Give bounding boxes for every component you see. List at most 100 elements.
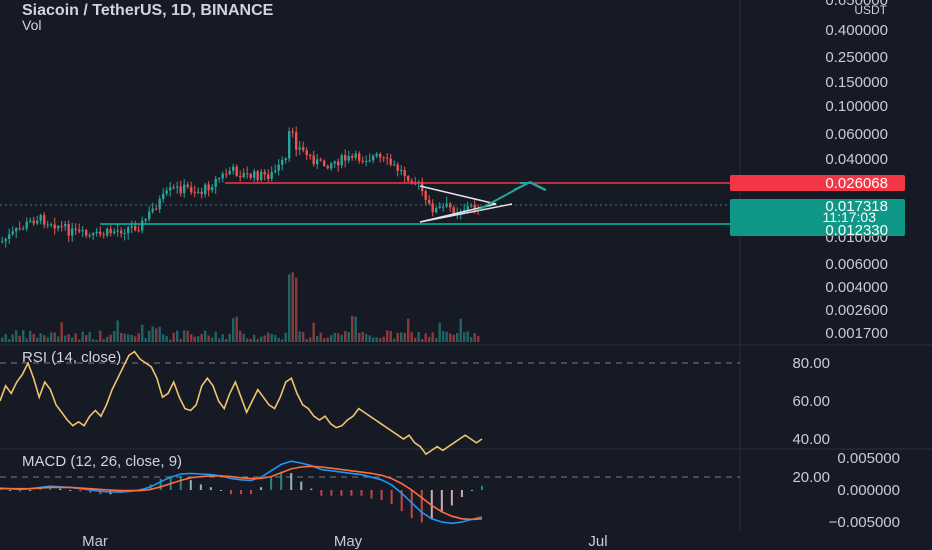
candle [218, 178, 221, 180]
volume-bar [466, 331, 469, 342]
candle [431, 203, 434, 213]
time-axis-label: Jul [588, 533, 607, 550]
macd-histogram-bar [199, 484, 202, 490]
candle [263, 171, 266, 175]
macd-histogram-bar [159, 478, 162, 490]
macd-histogram-bar [179, 475, 182, 490]
candle [71, 228, 74, 236]
candle [186, 184, 189, 187]
candle [284, 158, 287, 161]
macd-histogram-bar [340, 490, 343, 496]
volume-bar [452, 334, 455, 342]
macd-histogram-bar [79, 490, 82, 492]
candle [200, 191, 203, 195]
candle [1, 241, 4, 243]
candle [354, 153, 357, 158]
candle [277, 164, 280, 171]
volume-bar [99, 330, 102, 342]
volume-bar [127, 334, 130, 342]
price-axis-label: 0.060000 [825, 126, 888, 143]
volume-bar [53, 332, 56, 342]
volume-bar [60, 322, 63, 342]
candle [466, 206, 469, 211]
candle [256, 171, 259, 180]
candle [39, 215, 42, 221]
macd-histogram-bar [370, 490, 373, 499]
macd-histogram-bar [280, 471, 283, 490]
candle [74, 228, 77, 230]
candle [172, 187, 175, 189]
rsi-axis-label: 20.00 [792, 469, 830, 486]
volume-bar [288, 274, 291, 342]
volume-bar [141, 324, 144, 342]
volume-bar [435, 338, 438, 342]
volume-bar [270, 333, 273, 342]
volume-bar [323, 338, 326, 342]
volume-bar [78, 339, 81, 342]
candle [414, 183, 417, 185]
volume-bar [165, 336, 168, 342]
candle [340, 155, 343, 166]
volume-bar [109, 334, 112, 342]
volume-bar [120, 332, 123, 342]
resistance-price-badge [730, 175, 905, 191]
volume-bar [95, 339, 98, 342]
candle [428, 199, 431, 204]
candle [435, 207, 438, 213]
price-axis-label: 0.006000 [825, 256, 888, 273]
volume-bar [25, 338, 28, 342]
volume-bar [407, 318, 410, 342]
volume-bar [354, 316, 357, 342]
candle [148, 211, 151, 220]
volume-bar [4, 334, 7, 342]
candle [396, 164, 399, 171]
candle [274, 170, 277, 173]
volume-bar [431, 332, 434, 342]
volume-bar [123, 333, 126, 342]
volume-bar [249, 338, 252, 342]
macd-axis-label: −0.005000 [829, 514, 900, 531]
volume-bar [155, 328, 158, 342]
candle [239, 175, 242, 178]
candle [347, 156, 350, 161]
volume-bar [438, 322, 441, 342]
candle [53, 224, 56, 229]
volume-bar [382, 336, 385, 342]
macd-histogram-bar [240, 490, 242, 495]
volume-bar [130, 334, 133, 342]
last-price-badge [730, 199, 905, 236]
candle [46, 224, 49, 226]
candle [214, 178, 217, 188]
candle [190, 186, 193, 193]
macd-histogram-bar [89, 490, 92, 493]
volume-bar [74, 333, 77, 342]
volume-bar [340, 334, 343, 342]
price-axis-label: 0.100000 [825, 98, 888, 115]
macd-histogram-bar [59, 488, 62, 490]
projection-arrow-cap [513, 180, 547, 191]
volume-bar [463, 332, 466, 342]
volume-bar [43, 335, 46, 342]
volume-bar [291, 272, 294, 342]
volume-bar [267, 332, 270, 342]
candle [109, 228, 112, 234]
volume-bar [32, 333, 35, 342]
volume-bar [81, 331, 84, 342]
candle [442, 206, 445, 208]
candle [305, 150, 308, 156]
volume-bar [134, 336, 137, 342]
candle [235, 166, 238, 176]
candle [211, 187, 214, 191]
candle [95, 231, 98, 234]
candle [326, 165, 329, 169]
candle [323, 160, 326, 166]
candle [78, 229, 81, 232]
volume-bar [218, 338, 221, 342]
volume-bar [253, 334, 256, 342]
candle [32, 220, 35, 224]
candle [169, 187, 172, 191]
volume-bar [459, 318, 462, 342]
volume-bar [389, 330, 392, 342]
